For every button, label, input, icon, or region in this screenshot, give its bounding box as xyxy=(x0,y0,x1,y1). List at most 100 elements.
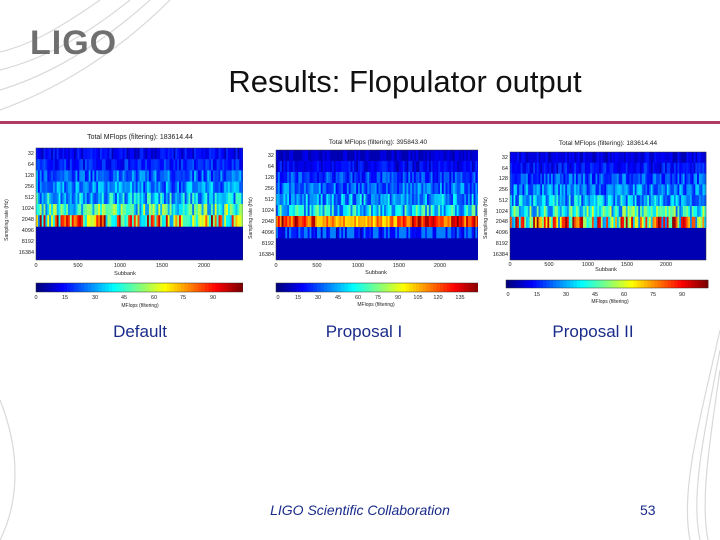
heatmap-cell xyxy=(673,195,677,207)
heatmap-cell xyxy=(615,152,618,164)
heatmap-cell xyxy=(399,194,402,206)
x-tick: 1000 xyxy=(582,262,594,268)
heatmap-cell xyxy=(62,192,65,205)
heatmap-cell xyxy=(226,215,229,227)
colorbar-segment xyxy=(63,283,68,292)
colorbar-segment xyxy=(586,280,591,288)
heatmap-cell xyxy=(430,227,433,239)
heatmap-cell xyxy=(313,194,316,206)
heatmap-cell xyxy=(471,227,474,239)
heatmap-cell xyxy=(173,192,176,205)
heatmap-cell xyxy=(197,159,201,171)
heatmap-cell xyxy=(565,216,568,228)
heatmap-cell xyxy=(389,172,392,184)
heatmap-cell xyxy=(54,181,57,194)
heatmap-cell xyxy=(115,192,118,205)
heatmap-cell xyxy=(460,161,463,173)
heatmap-cell xyxy=(277,183,281,195)
heatmap-cell xyxy=(209,148,212,160)
heatmap-cell xyxy=(527,206,530,218)
colorbar-segment xyxy=(532,280,537,288)
heatmap-cell xyxy=(150,204,153,216)
heatmap-cell xyxy=(313,216,316,228)
heatmap-cell xyxy=(139,204,142,216)
heatmap-cell xyxy=(609,195,612,207)
heatmap-cell xyxy=(179,215,182,227)
heatmap-cell xyxy=(454,172,458,184)
heatmap-cell xyxy=(410,172,413,184)
heatmap-cell xyxy=(606,206,609,218)
heatmap-cell xyxy=(570,162,573,174)
heatmap-cell xyxy=(83,215,86,227)
heatmap-cell xyxy=(440,172,443,184)
heatmap-cell xyxy=(90,159,93,171)
heatmap-cell xyxy=(290,216,294,228)
heatmap-cell xyxy=(458,216,461,228)
colorbar-segment xyxy=(522,280,527,288)
heatmap-cell xyxy=(565,195,568,207)
heatmap-cell xyxy=(534,184,538,196)
heatmap-cell xyxy=(222,192,225,205)
heatmap-cell xyxy=(426,227,430,239)
heatmap-cell xyxy=(143,215,146,227)
heatmap-cell xyxy=(99,181,103,194)
heatmap-cell xyxy=(688,173,691,185)
colorbar-segment xyxy=(650,280,655,288)
heatmap-cell xyxy=(49,148,52,160)
heatmap-cell xyxy=(464,150,467,162)
heatmap-cell xyxy=(211,148,214,160)
heatmap-cell xyxy=(339,216,342,228)
heatmap-cell xyxy=(148,204,152,216)
heatmap-cell xyxy=(98,148,101,160)
heatmap-cell xyxy=(96,159,99,171)
heatmap-cell xyxy=(453,183,456,195)
heatmap-cell xyxy=(358,205,361,217)
heatmap-cell xyxy=(231,204,234,216)
heatmap-cell xyxy=(356,227,359,239)
heatmap-cell xyxy=(464,183,467,195)
heatmap-cell xyxy=(41,215,44,227)
heatmap-cell xyxy=(302,216,305,228)
heatmap-cell xyxy=(665,195,668,207)
heatmap-cell xyxy=(66,170,69,182)
colorbar-segment xyxy=(600,280,605,288)
heatmap-cell xyxy=(634,184,637,196)
heatmap-cell xyxy=(574,206,577,218)
colorbar-segment xyxy=(94,283,99,292)
heatmap-cell xyxy=(563,152,566,164)
heatmap-cell xyxy=(350,194,353,206)
chart-title: Total MFlops (filtering): 183614.44 xyxy=(87,134,193,141)
heatmap-cell xyxy=(307,183,310,195)
heatmap-cell xyxy=(175,181,178,194)
heatmap-cell xyxy=(593,184,596,196)
heatmap-cell xyxy=(415,205,418,217)
heatmap-cell xyxy=(150,170,153,182)
heatmap-cell xyxy=(445,161,448,173)
heatmap-cell xyxy=(36,204,39,216)
heatmap-cell xyxy=(572,152,575,164)
heatmap-cell xyxy=(147,170,150,182)
heatmap-cell xyxy=(670,184,673,196)
heatmap-cell xyxy=(330,205,333,217)
heatmap-cell xyxy=(337,205,340,217)
heatmap-cell xyxy=(467,183,471,195)
heatmap-cell xyxy=(421,161,424,173)
heatmap-cell xyxy=(417,183,420,195)
heatmap-cell xyxy=(657,216,660,228)
heatmap-cell xyxy=(158,148,161,160)
heatmap-cell xyxy=(686,206,689,218)
heatmap-cell xyxy=(309,205,312,217)
heatmap-cell xyxy=(404,194,407,206)
heatmap-cell xyxy=(311,205,314,217)
heatmap-cell xyxy=(593,173,596,185)
heatmap-cell xyxy=(120,159,123,171)
heatmap-cell xyxy=(538,216,541,228)
heatmap-cell xyxy=(561,216,564,228)
heatmap-cell xyxy=(118,148,121,160)
colorbar-segment xyxy=(526,280,530,288)
heatmap-cell xyxy=(602,216,605,228)
heatmap-cell xyxy=(96,170,99,182)
colorbar-tick: 45 xyxy=(121,295,127,301)
heatmap-cell xyxy=(640,152,643,164)
heatmap-cell xyxy=(77,159,80,171)
